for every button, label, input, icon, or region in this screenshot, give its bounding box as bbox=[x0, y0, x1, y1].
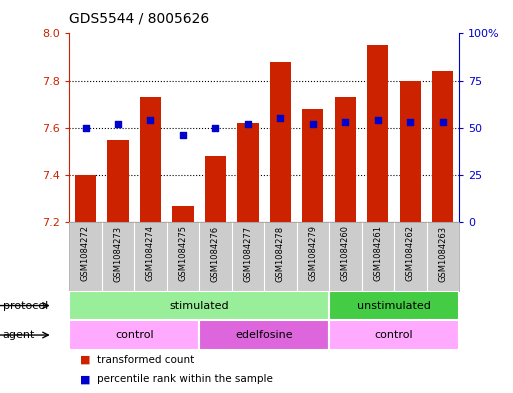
Point bbox=[82, 125, 90, 131]
Bar bbox=[69, 291, 329, 320]
Bar bbox=[400, 81, 421, 222]
Point bbox=[211, 125, 220, 131]
Bar bbox=[140, 97, 161, 222]
Text: stimulated: stimulated bbox=[169, 301, 229, 310]
Text: GSM1084262: GSM1084262 bbox=[406, 226, 415, 281]
Bar bbox=[199, 320, 329, 350]
Text: agent: agent bbox=[3, 330, 35, 340]
Bar bbox=[335, 97, 356, 222]
Point bbox=[309, 121, 317, 127]
Text: GSM1084260: GSM1084260 bbox=[341, 226, 350, 281]
Point bbox=[406, 119, 415, 125]
Bar bbox=[367, 45, 388, 222]
Text: ■: ■ bbox=[80, 374, 90, 384]
Point bbox=[146, 117, 154, 123]
Text: GDS5544 / 8005626: GDS5544 / 8005626 bbox=[69, 11, 209, 26]
Bar bbox=[329, 291, 459, 320]
Text: control: control bbox=[375, 330, 413, 340]
Text: ■: ■ bbox=[80, 354, 90, 365]
Text: GSM1084274: GSM1084274 bbox=[146, 226, 155, 281]
Bar bbox=[270, 62, 291, 222]
Bar bbox=[172, 206, 193, 222]
Bar bbox=[205, 156, 226, 222]
Bar bbox=[75, 175, 96, 222]
Point bbox=[179, 132, 187, 138]
Point bbox=[374, 117, 382, 123]
Text: control: control bbox=[115, 330, 153, 340]
Text: percentile rank within the sample: percentile rank within the sample bbox=[97, 374, 273, 384]
Text: transformed count: transformed count bbox=[97, 354, 195, 365]
Text: GSM1084263: GSM1084263 bbox=[439, 226, 447, 282]
Text: GSM1084279: GSM1084279 bbox=[308, 226, 318, 281]
Point bbox=[277, 115, 285, 121]
Text: GSM1084277: GSM1084277 bbox=[244, 226, 252, 282]
Text: GSM1084278: GSM1084278 bbox=[276, 226, 285, 282]
Text: GSM1084276: GSM1084276 bbox=[211, 226, 220, 282]
Point bbox=[244, 121, 252, 127]
Text: unstimulated: unstimulated bbox=[357, 301, 431, 310]
Bar bbox=[107, 140, 129, 222]
Text: GSM1084273: GSM1084273 bbox=[113, 226, 123, 282]
Text: GSM1084261: GSM1084261 bbox=[373, 226, 382, 281]
Bar bbox=[329, 320, 459, 350]
Bar bbox=[69, 320, 199, 350]
Text: edelfosine: edelfosine bbox=[235, 330, 293, 340]
Bar bbox=[302, 109, 324, 222]
Text: protocol: protocol bbox=[3, 301, 48, 310]
Point bbox=[341, 119, 349, 125]
Bar bbox=[238, 123, 259, 222]
Text: GSM1084275: GSM1084275 bbox=[179, 226, 187, 281]
Point bbox=[114, 121, 122, 127]
Point bbox=[439, 119, 447, 125]
Text: GSM1084272: GSM1084272 bbox=[81, 226, 90, 281]
Bar bbox=[432, 71, 453, 222]
